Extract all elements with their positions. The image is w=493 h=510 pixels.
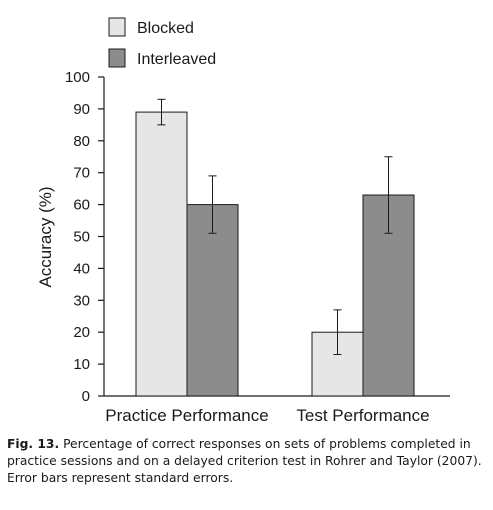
bar-chart: Blocked Interleaved 0 10 20 30 40 50 60 70 80 90 10… <box>36 17 450 425</box>
legend-label: Blocked <box>137 20 194 37</box>
legend-label: Interleaved <box>137 51 216 68</box>
x-category-label: Test Performance <box>296 406 429 425</box>
y-tick-label: 20 <box>73 324 90 341</box>
legend-swatch <box>108 48 126 68</box>
y-axis: 0 10 20 30 40 50 60 70 80 90 100 <box>65 69 105 405</box>
x-axis: Practice Performance Test Performance <box>104 395 450 425</box>
y-axis-title: Accuracy (%) <box>36 186 55 287</box>
bar <box>135 111 188 397</box>
y-tick-label: 30 <box>73 292 90 309</box>
y-tick-label: 40 <box>73 260 90 277</box>
bars <box>135 111 415 397</box>
y-tick-label: 50 <box>73 229 90 246</box>
y-tick-label: 80 <box>73 133 90 150</box>
y-tick-label: 70 <box>73 165 90 182</box>
y-tick-label: 100 <box>65 69 90 86</box>
legend-swatch <box>108 17 126 37</box>
figure-caption: Fig. 13. Percentage of correct responses… <box>7 436 487 487</box>
y-tick-label: 90 <box>73 101 90 118</box>
bar <box>311 331 364 397</box>
figure-caption-text: Percentage of correct responses on sets … <box>7 437 482 485</box>
error-bars <box>157 98 393 356</box>
y-tick-label: 10 <box>73 356 90 373</box>
y-tick-label: 60 <box>73 197 90 214</box>
bar <box>186 204 239 397</box>
figure-caption-label: Fig. 13. <box>7 437 60 451</box>
legend: Blocked Interleaved <box>108 17 216 68</box>
y-tick-label: 0 <box>82 388 90 405</box>
x-category-label: Practice Performance <box>105 406 268 425</box>
